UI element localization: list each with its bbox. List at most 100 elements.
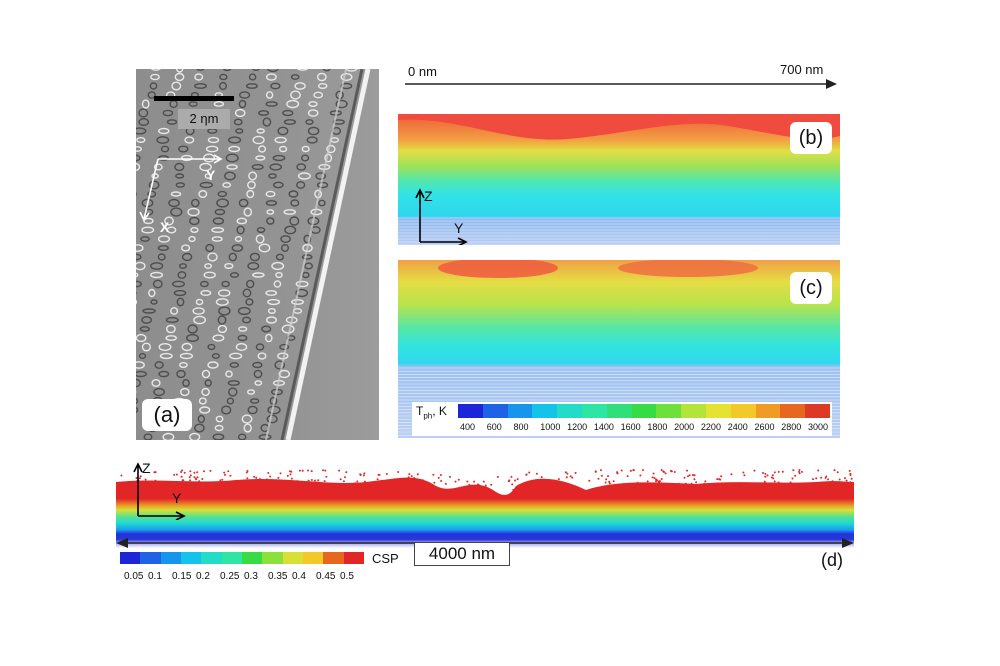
ripple-feature <box>308 101 318 108</box>
surface-atom-dot <box>833 469 836 472</box>
ripple-feature <box>150 271 164 279</box>
ripple-feature <box>303 234 312 244</box>
ripple-feature <box>217 289 231 297</box>
surface-atom-dot <box>180 475 183 478</box>
colorbar-tick-label: 0.35 <box>268 571 288 582</box>
surface-atom-dot <box>240 481 243 484</box>
ripple-feature <box>176 369 186 379</box>
colorbar-tick-label: 1400 <box>593 422 614 432</box>
ripple-feature <box>220 405 232 415</box>
ripple-feature <box>202 153 215 163</box>
surface-atom-dot <box>820 476 823 479</box>
ripple-feature <box>217 315 227 325</box>
ripple-feature <box>136 280 142 288</box>
ripple-feature <box>150 299 158 305</box>
surface-atom-dot <box>848 469 851 472</box>
ripple-feature <box>284 225 297 235</box>
ripple-feature <box>301 254 313 260</box>
ripple-feature <box>275 253 285 261</box>
surface-atom-dot <box>310 479 313 481</box>
ripple-feature <box>277 126 289 136</box>
ripple-feature <box>234 235 243 242</box>
colorbar-tick-label: 600 <box>486 422 502 432</box>
surface-atom-dot <box>642 469 644 472</box>
ripple-feature <box>243 207 253 217</box>
ripple-feature <box>229 362 240 368</box>
ripple-feature <box>207 252 218 262</box>
surface-atom-dot <box>600 474 603 477</box>
surface-atom-dot <box>484 484 487 487</box>
ripple-feature <box>216 198 230 208</box>
ripple-feature <box>204 263 213 269</box>
ripple-feature <box>274 136 287 144</box>
ripple-feature <box>199 406 211 414</box>
ripple-feature <box>265 73 277 81</box>
ripple-feature <box>200 289 212 296</box>
ripple-feature <box>256 128 265 134</box>
surface-atom-dot <box>684 482 687 485</box>
ripple-feature <box>154 361 164 369</box>
ripple-feature <box>315 172 326 180</box>
ripple-feature <box>136 154 141 162</box>
colorbar-tick-label: 1000 <box>540 422 561 432</box>
ripple-feature <box>136 244 144 252</box>
ripple-feature <box>296 163 307 171</box>
surface-atom-dot <box>286 474 289 477</box>
surface-atom-dot <box>508 479 511 482</box>
ripple-feature <box>249 398 260 404</box>
colorbar-tick-label: 1800 <box>647 422 668 432</box>
surface-atom-dot <box>850 477 853 480</box>
ripple-feature <box>188 101 198 107</box>
axis-z-label-b: Z <box>424 188 433 204</box>
ripple-feature <box>236 217 248 225</box>
ripple-feature <box>150 262 164 270</box>
ripple-feature <box>289 216 300 226</box>
ripple-feature <box>229 352 243 360</box>
ripple-feature <box>170 191 182 197</box>
surface-atom-dot <box>690 482 693 485</box>
surface-atom-dot <box>224 473 226 476</box>
top-axis-arrow <box>405 79 837 89</box>
surface-atom-dot <box>720 475 723 478</box>
surface-atom-dot <box>271 482 274 485</box>
csp-colorbar-swatch <box>160 552 181 564</box>
ripple-feature <box>265 101 278 107</box>
surface-atom-dot <box>791 477 794 480</box>
surface-atom-dot <box>135 477 138 479</box>
ripple-feature <box>138 108 149 118</box>
surface-atom-dot <box>773 480 776 483</box>
surface-atom-dot <box>516 478 519 481</box>
surface-atom-dot <box>772 477 775 480</box>
temperature-colorbar-swatch <box>581 404 607 418</box>
surface-atom-dot <box>673 471 676 473</box>
panel-c-label: (c) <box>790 272 832 304</box>
ripple-feature <box>221 280 230 288</box>
surface-atom-dot <box>437 476 440 479</box>
csp-colorbar-swatch <box>241 552 263 564</box>
ripple-feature <box>280 235 291 243</box>
ripple-feature <box>153 163 163 171</box>
surface-atom-dot <box>120 474 123 477</box>
ripple-feature <box>181 252 193 262</box>
ripple-feature <box>255 155 266 161</box>
ripple-feature <box>179 352 194 360</box>
surface-atom-dot <box>773 471 776 474</box>
ripple-feature <box>136 333 147 343</box>
ripple-feature <box>265 316 277 324</box>
surface-atom-dot <box>652 472 655 475</box>
surface-atom-dot <box>196 471 199 474</box>
surface-atom-dot <box>415 479 418 481</box>
colorbar-tick-label: 0.45 <box>316 571 336 582</box>
ripple-feature <box>282 109 294 117</box>
surface-atom-dot <box>266 478 268 481</box>
surface-atom-dot <box>557 478 560 481</box>
surface-atom-dot <box>845 479 848 482</box>
surface-atom-dot <box>716 478 719 481</box>
surface-atom-dot <box>324 469 327 472</box>
ripple-feature <box>231 244 244 252</box>
ripple-feature <box>156 136 170 144</box>
surface-atom-dot <box>199 481 202 484</box>
ripple-feature <box>252 361 263 369</box>
ripple-feature <box>198 397 207 405</box>
temperature-colorbar-swatch <box>755 404 781 418</box>
